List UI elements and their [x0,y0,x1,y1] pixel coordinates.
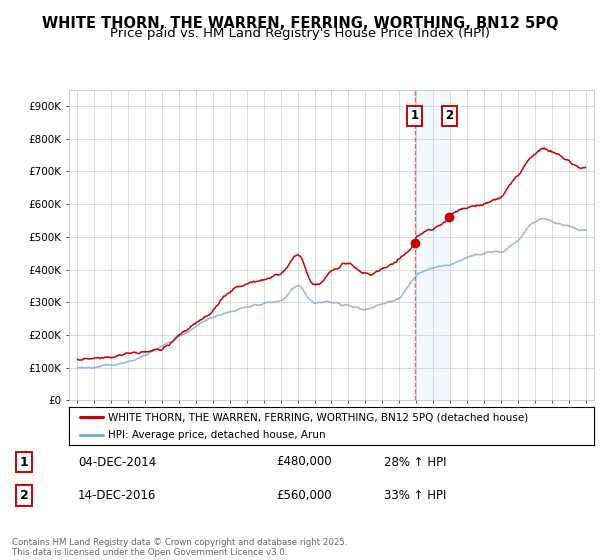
Text: HPI: Average price, detached house, Arun: HPI: Average price, detached house, Arun [109,430,326,440]
Text: 04-DEC-2014: 04-DEC-2014 [78,455,156,469]
Text: 14-DEC-2016: 14-DEC-2016 [78,489,157,502]
Text: WHITE THORN, THE WARREN, FERRING, WORTHING, BN12 5PQ: WHITE THORN, THE WARREN, FERRING, WORTHI… [42,16,558,31]
Text: 28% ↑ HPI: 28% ↑ HPI [384,455,446,469]
Text: 2: 2 [445,109,453,122]
Text: Contains HM Land Registry data © Crown copyright and database right 2025.
This d: Contains HM Land Registry data © Crown c… [12,538,347,557]
Text: WHITE THORN, THE WARREN, FERRING, WORTHING, BN12 5PQ (detached house): WHITE THORN, THE WARREN, FERRING, WORTHI… [109,412,529,422]
Text: £480,000: £480,000 [276,455,332,469]
Text: Price paid vs. HM Land Registry's House Price Index (HPI): Price paid vs. HM Land Registry's House … [110,27,490,40]
Text: 33% ↑ HPI: 33% ↑ HPI [384,489,446,502]
Text: £560,000: £560,000 [276,489,332,502]
Text: 1: 1 [20,455,28,469]
Bar [415,90,449,400]
Text: 1: 1 [411,109,419,122]
Text: 2: 2 [20,489,28,502]
